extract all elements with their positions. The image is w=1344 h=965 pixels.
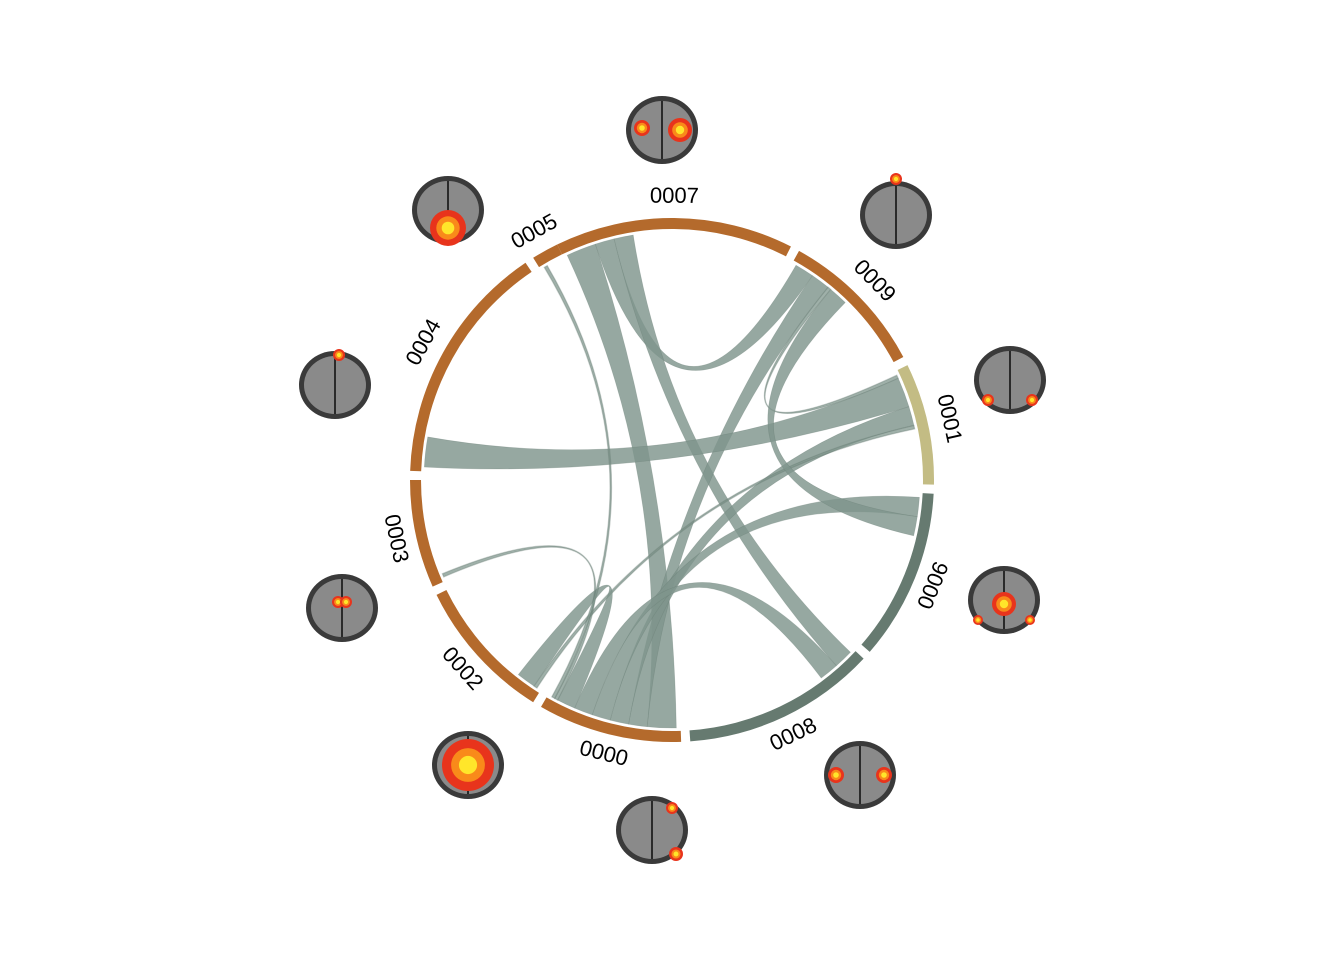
link-0001-0004: [424, 377, 910, 470]
sector-label-0001: 0001: [932, 392, 967, 445]
link-0001-0002: [533, 424, 916, 689]
link-0003-0000: [441, 545, 597, 701]
activation-peak-0003-0: [335, 599, 341, 605]
sector-arc-0001: [897, 365, 934, 485]
activation-peak-0006-2: [1028, 618, 1032, 622]
sector-arc-0009: [793, 250, 904, 363]
link-0008-0000: [574, 582, 837, 716]
activation-peak-0007-0: [639, 125, 645, 131]
brain-thumbnail-0001: [974, 346, 1046, 414]
brain-thumbnail-0005: [412, 176, 484, 246]
activation-peak-0001-0: [985, 397, 991, 403]
activation-peak-0006-1: [976, 618, 980, 622]
sector-arc-layer: [410, 218, 934, 742]
sector-arc-0008: [689, 651, 864, 742]
brain-thumbnail-0007: [626, 96, 698, 164]
sector-arc-0002: [436, 590, 539, 703]
activation-peak-0001-1: [1029, 397, 1035, 403]
sector-arc-0006: [861, 493, 934, 652]
activation-peak-0007-1: [675, 125, 685, 135]
sector-arc-0005: [533, 244, 562, 268]
sector-label-0007: 0007: [650, 183, 699, 208]
link-0002-0000: [517, 584, 613, 709]
brain-thumbnail-0009: [860, 173, 932, 249]
brain-thumbnail-0008: [824, 741, 896, 809]
ribbon-layer: [424, 234, 920, 729]
link-0005-0000: [543, 264, 613, 700]
sector-label-0000: 0000: [577, 735, 631, 771]
brain-thumbnail-0000: [616, 796, 688, 864]
sector-arc-0003: [410, 480, 443, 587]
activation-peak-0009-0: [893, 176, 899, 182]
activation-peak-0002-0: [458, 755, 478, 775]
link-0006-0009: [767, 289, 918, 537]
brain-thumbnail-0004: [299, 349, 371, 419]
sector-arc-0000: [541, 697, 682, 742]
activation-peak-0005-0: [441, 221, 455, 235]
activation-peak-0003-1: [343, 599, 349, 605]
sector-arc-0004: [410, 262, 532, 472]
brain-thumbnail-layer: [299, 96, 1046, 864]
link-0007-0008: [613, 234, 851, 667]
activation-peak-0004-0: [336, 352, 342, 358]
activation-peak-0000-0: [669, 805, 675, 811]
activation-peak-0006-0: [999, 599, 1009, 609]
link-0009-0001: [763, 286, 899, 415]
link-0007-0000: [566, 243, 677, 729]
activation-peak-0000-1: [673, 851, 679, 857]
brain-thumbnail-0006: [968, 566, 1040, 634]
activation-peak-0008-0: [833, 772, 839, 778]
sector-arc-0007: [557, 218, 791, 257]
brain-thumbnail-0002: [432, 731, 504, 799]
activation-peak-0008-1: [881, 772, 887, 778]
brain-thumbnail-0003: [306, 574, 378, 642]
sector-label-0003: 0003: [380, 512, 415, 565]
